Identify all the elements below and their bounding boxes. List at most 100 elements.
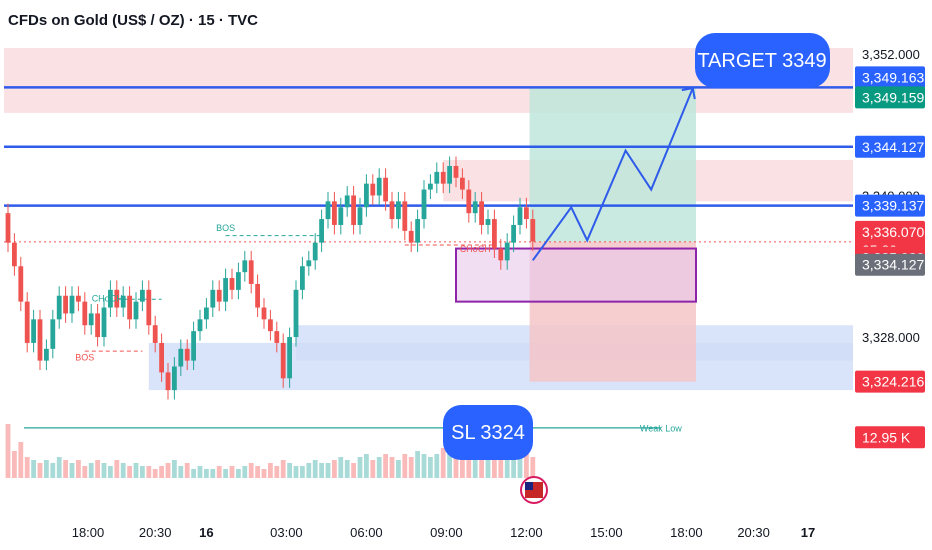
candle-body: [63, 295, 68, 314]
price-tag-label: 3,349.163: [862, 69, 924, 85]
x-axis-tick: 03:00: [270, 525, 303, 540]
candle-body: [338, 207, 344, 225]
candle-body: [376, 177, 382, 196]
volume-bar: [453, 454, 459, 478]
volume-bar: [472, 451, 478, 478]
candle-body: [44, 348, 49, 361]
candle-body: [24, 301, 30, 343]
candle-body: [319, 219, 324, 243]
candle-body: [492, 219, 497, 249]
candle-body: [453, 165, 459, 178]
volume-bar: [504, 454, 510, 478]
volume-bar: [364, 454, 369, 478]
candle-body: [472, 201, 478, 214]
demand-zone-lower: [148, 342, 854, 391]
volume-bar: [31, 460, 36, 478]
price-tag: [855, 426, 925, 449]
volume-bar: [236, 469, 241, 478]
price-tag-label: 12.95 K: [862, 429, 911, 445]
candle-body: [184, 348, 190, 361]
target-bubble: [695, 33, 830, 88]
candle-body: [447, 165, 452, 184]
candle-body: [159, 342, 164, 373]
candle-body: [50, 319, 56, 349]
volume-bar: [229, 466, 235, 478]
candle-body: [485, 219, 491, 225]
x-axis-tick: 20:30: [139, 525, 172, 540]
candle-body: [460, 177, 465, 190]
candle-body: [229, 278, 235, 290]
volume-bar: [415, 451, 420, 478]
candle-body: [108, 289, 113, 308]
candle-body: [396, 201, 401, 220]
volume-bar: [18, 442, 24, 478]
volume-bar: [460, 457, 465, 478]
candle-body: [12, 242, 17, 267]
candle-body: [172, 366, 177, 391]
price-tag: [855, 253, 925, 276]
candle-body: [178, 348, 184, 367]
candle-body: [146, 289, 152, 326]
candle-body: [344, 195, 350, 208]
volume-bar: [261, 469, 267, 478]
candle-body: [408, 230, 414, 243]
structure-label: BOS: [216, 223, 235, 233]
volume-bar: [165, 463, 171, 478]
volume-bar: [408, 457, 414, 478]
volume-bar: [517, 454, 523, 478]
candle-body: [479, 201, 484, 225]
candle-body: [31, 319, 36, 343]
candle-body: [120, 295, 126, 308]
volume-bar: [88, 463, 94, 478]
volume-bar: [50, 463, 56, 478]
volume-bar: [351, 463, 356, 478]
volume-bar: [248, 463, 254, 478]
volume-bar: [101, 463, 107, 478]
volume-bar: [492, 451, 497, 478]
volume-bar: [280, 460, 286, 478]
volume-bar: [485, 457, 491, 478]
candle-body: [133, 301, 139, 320]
volume-bar: [56, 457, 62, 478]
projected-path: [531, 87, 694, 261]
candle-body: [504, 242, 510, 261]
candle-body: [56, 295, 62, 320]
x-axis-tick: 20:30: [737, 525, 770, 540]
price-tag-label: 3,339.137: [862, 198, 924, 214]
volume-bar: [524, 451, 529, 478]
volume-bar: [12, 451, 17, 478]
target-label: TARGET 3349: [697, 50, 826, 72]
volume-bar: [37, 463, 43, 478]
candle-body: [268, 319, 273, 332]
price-tag: [855, 194, 925, 217]
candle-body: [306, 260, 312, 267]
price-tag-label: 3,336.070: [862, 224, 924, 240]
candle-body: [76, 295, 81, 302]
volume-bar: [274, 466, 280, 478]
volume-bar: [69, 463, 75, 478]
candle-body: [389, 201, 395, 220]
volume-bar: [338, 457, 344, 478]
price-tag: [855, 86, 925, 109]
volume-bar: [428, 457, 433, 478]
candle-body: [530, 219, 536, 242]
structure-label: CHoCH: [460, 244, 491, 254]
candle-body: [216, 289, 222, 302]
candle-body: [5, 213, 11, 243]
structure-label: BOS: [75, 353, 94, 363]
candle-body: [440, 171, 446, 184]
volume-bar: [210, 469, 216, 478]
price-tag-label: 3,324.216: [862, 374, 924, 390]
volume-bar: [191, 469, 196, 478]
volume-bar: [530, 457, 536, 478]
candle-body: [312, 242, 318, 261]
price-tag: [855, 370, 925, 393]
candle-body: [223, 278, 228, 302]
candle-body: [197, 319, 203, 332]
candle-body: [383, 177, 388, 202]
volume-bar: [434, 454, 440, 478]
candle-body: [402, 201, 408, 231]
candle-body: [434, 171, 440, 184]
x-axis-tick: 12:00: [510, 525, 543, 540]
